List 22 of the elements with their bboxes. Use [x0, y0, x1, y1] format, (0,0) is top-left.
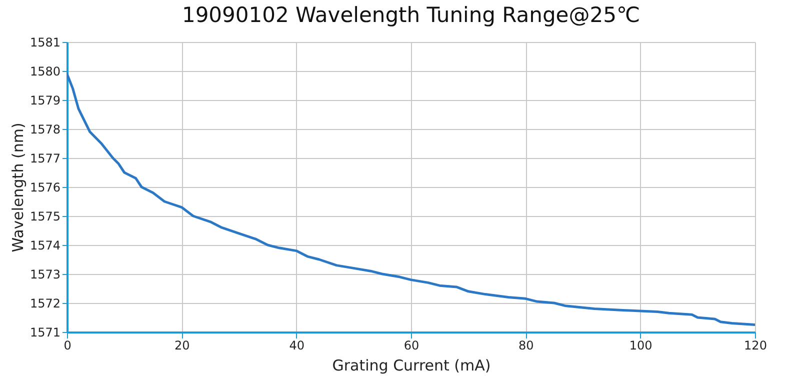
- line-series: [67, 72, 755, 326]
- y-tick-label: 1577: [30, 152, 60, 166]
- x-tick-label: 0: [64, 338, 72, 352]
- x-tick-label: 120: [744, 338, 767, 352]
- y-tick-label: 1571: [30, 326, 60, 340]
- y-tick-label: 1581: [30, 36, 60, 50]
- y-tick-label: 1573: [30, 268, 60, 282]
- y-tick-label: 1574: [30, 238, 60, 252]
- y-axis-title: Wavelength (nm): [8, 122, 27, 252]
- y-tick-label: 1580: [30, 64, 60, 78]
- x-axis-title: Grating Current (mA): [332, 356, 491, 374]
- y-tick-label: 1576: [30, 180, 60, 194]
- chart-title: 19090102 Wavelength Tuning Range@25℃: [182, 3, 640, 27]
- y-tick-label: 1579: [30, 94, 60, 108]
- y-tick-label: 1572: [30, 296, 60, 310]
- x-tick-label: 60: [404, 338, 420, 352]
- y-tick-label: 1575: [30, 210, 60, 224]
- x-tick-label: 20: [174, 338, 190, 352]
- y-tick-label: 1578: [30, 122, 60, 136]
- x-tick-label: 80: [518, 338, 534, 352]
- x-tick-label: 100: [629, 338, 652, 352]
- x-tick-label: 40: [289, 338, 304, 352]
